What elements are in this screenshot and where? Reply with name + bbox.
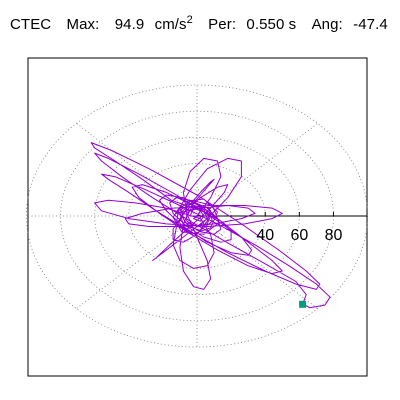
series-layer xyxy=(90,142,331,309)
orbit-series-line xyxy=(90,142,331,309)
period-value: 0.550 s xyxy=(246,16,297,33)
x-tick-label-60: 60 xyxy=(290,227,308,244)
max-unit-exponent: 2 xyxy=(186,14,193,26)
x-tick-label-40: 40 xyxy=(256,227,274,244)
peak-marker xyxy=(299,300,307,308)
grid-ring-100 xyxy=(25,84,369,348)
grid-spoke-135 xyxy=(76,123,198,217)
station-code: CTEC xyxy=(10,16,52,33)
max-label: Max: xyxy=(66,16,100,33)
grid-spoke-45 xyxy=(196,123,318,217)
max-value: 94.9 xyxy=(114,16,145,33)
x-tick-label-80: 80 xyxy=(325,227,343,244)
angle-label: Ang: xyxy=(311,16,343,33)
max-unit: cm/s xyxy=(154,16,187,33)
period-label: Per: xyxy=(208,16,237,33)
angle-value: -47.4 xyxy=(353,16,388,33)
grid-spoke-225 xyxy=(76,215,198,309)
tick-labels: 40 60 80 xyxy=(256,212,342,244)
marker-layer xyxy=(299,300,307,308)
record-header: CTEC Max: 94.9 cm/s2 Per: 0.550 s Ang: -… xyxy=(10,14,388,38)
plot-frame xyxy=(27,57,368,377)
